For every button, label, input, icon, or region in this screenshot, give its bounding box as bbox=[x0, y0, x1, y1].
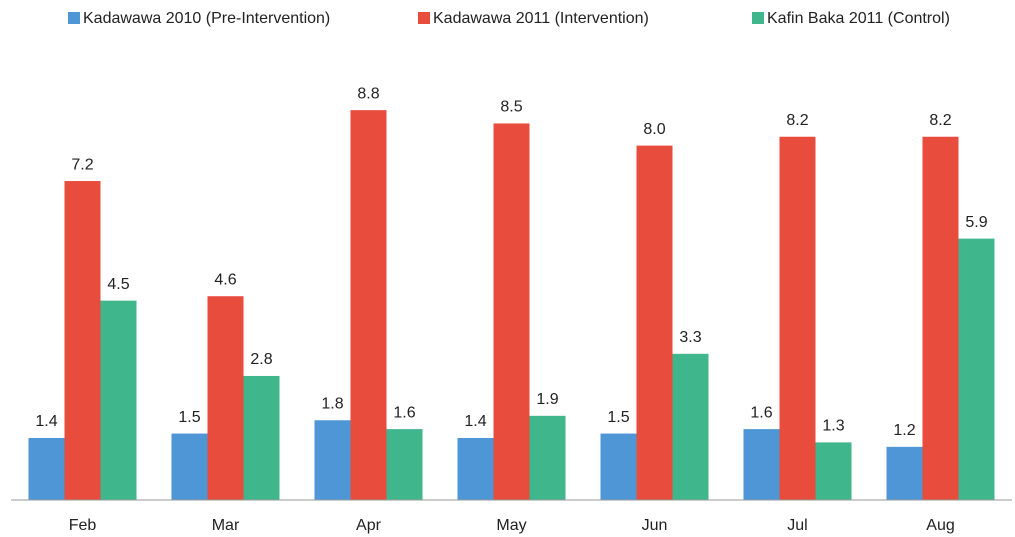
data-label: 8.0 bbox=[643, 121, 665, 138]
x-tick-label: May bbox=[496, 517, 526, 534]
bar bbox=[743, 429, 780, 500]
bar bbox=[457, 437, 494, 500]
x-tick-label: Feb bbox=[69, 517, 97, 534]
x-tick-label: Mar bbox=[212, 517, 240, 534]
bar bbox=[529, 415, 566, 500]
bar bbox=[350, 110, 387, 500]
bar bbox=[28, 437, 65, 500]
data-label: 1.2 bbox=[893, 422, 915, 439]
data-label: 3.3 bbox=[679, 329, 701, 346]
bar bbox=[314, 420, 351, 500]
legend-swatch bbox=[752, 12, 764, 24]
data-label: 4.5 bbox=[107, 276, 129, 293]
data-label: 8.2 bbox=[929, 112, 951, 129]
data-label: 1.6 bbox=[750, 404, 772, 421]
bar bbox=[886, 446, 923, 500]
data-label: 1.5 bbox=[178, 409, 200, 426]
bar bbox=[207, 296, 244, 500]
bar bbox=[171, 433, 208, 500]
x-tick-label: Aug bbox=[926, 517, 954, 534]
data-label: 1.4 bbox=[464, 413, 486, 430]
bar bbox=[636, 145, 673, 500]
data-label: 8.8 bbox=[357, 85, 379, 102]
data-label: 1.6 bbox=[393, 404, 415, 421]
x-tick-label: Apr bbox=[356, 517, 382, 534]
legend-label: Kafin Baka 2011 (Control) bbox=[767, 10, 950, 27]
bar bbox=[600, 433, 637, 500]
bar bbox=[386, 429, 423, 500]
bar bbox=[922, 136, 959, 501]
legend-swatch bbox=[418, 12, 430, 24]
legend-label: Kadawawa 2010 (Pre-Intervention) bbox=[83, 10, 330, 27]
data-label: 1.8 bbox=[321, 395, 343, 412]
bar bbox=[100, 300, 137, 500]
data-label: 8.5 bbox=[500, 99, 522, 116]
data-label: 1.5 bbox=[607, 409, 629, 426]
data-label: 5.9 bbox=[965, 214, 987, 231]
bar bbox=[64, 181, 101, 501]
x-tick-label: Jun bbox=[642, 517, 668, 534]
bar bbox=[815, 442, 852, 500]
data-label: 1.4 bbox=[35, 413, 57, 430]
data-label: 1.9 bbox=[536, 391, 558, 408]
bar bbox=[958, 238, 995, 500]
legend-swatch bbox=[68, 12, 80, 24]
bar bbox=[243, 375, 280, 500]
bar bbox=[672, 353, 709, 500]
data-label: 2.8 bbox=[250, 351, 272, 368]
legend-label: Kadawawa 2011 (Intervention) bbox=[433, 10, 649, 27]
x-tick-label: Jul bbox=[787, 517, 807, 534]
data-label: 4.6 bbox=[214, 271, 236, 288]
bar bbox=[493, 123, 530, 500]
bar bbox=[779, 136, 816, 501]
data-label: 8.2 bbox=[786, 112, 808, 129]
data-label: 1.3 bbox=[822, 418, 844, 435]
data-label: 7.2 bbox=[71, 156, 93, 173]
